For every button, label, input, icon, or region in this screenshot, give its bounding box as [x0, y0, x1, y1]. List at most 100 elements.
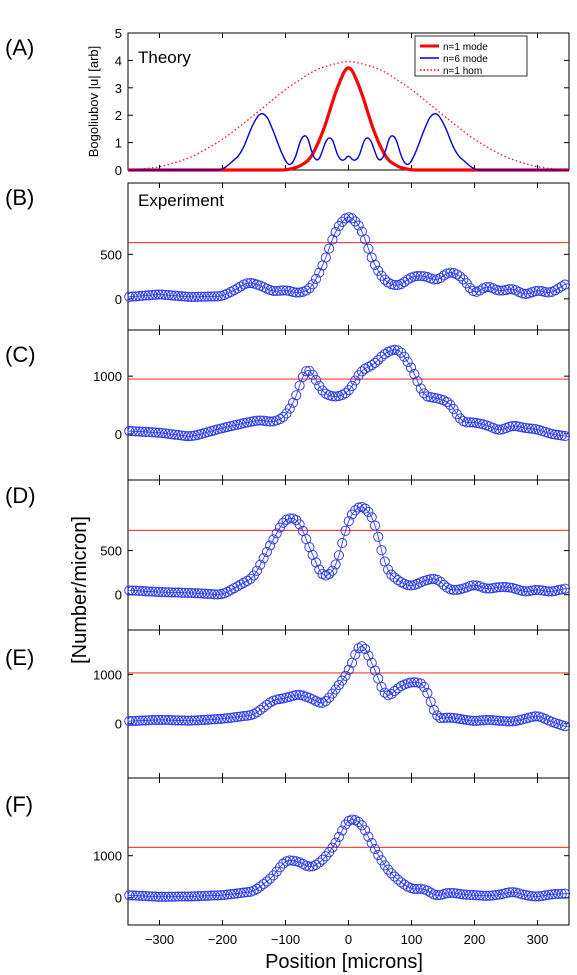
data-point [445, 712, 456, 723]
data-point [517, 288, 528, 299]
data-point [363, 243, 374, 254]
data-point [219, 889, 230, 900]
data-point [274, 414, 286, 425]
data-point [261, 546, 272, 557]
data-point [500, 888, 512, 899]
data-point [451, 713, 462, 724]
data-point [150, 714, 161, 726]
data-point [474, 715, 485, 726]
data-point [255, 415, 266, 426]
data-point [209, 291, 220, 302]
data-point [212, 714, 223, 725]
data-point [163, 290, 174, 301]
data-point [553, 430, 564, 441]
data-point [124, 291, 135, 302]
data-point [147, 586, 158, 597]
data-point [127, 715, 138, 727]
data-point [559, 431, 571, 442]
data-point [504, 284, 515, 295]
data-point [533, 584, 544, 596]
data-point [536, 890, 548, 901]
plot-frame [127, 777, 570, 926]
data-point [176, 891, 187, 902]
y-tick-label: 0 [115, 427, 122, 442]
data-point [179, 587, 191, 598]
data-point [265, 540, 276, 551]
data-point [546, 428, 557, 440]
data-point [458, 274, 469, 285]
data-point [530, 891, 541, 902]
data-point [258, 415, 269, 426]
data-point [343, 664, 354, 675]
data-point [474, 890, 485, 901]
data-point [193, 891, 204, 902]
data-point [143, 427, 154, 438]
data-point [402, 356, 413, 367]
data-point [340, 388, 351, 399]
data-point [540, 890, 551, 901]
data-point [183, 431, 194, 442]
data-point [392, 874, 403, 885]
data-point [166, 715, 177, 726]
data-point [556, 584, 567, 595]
data-point [209, 589, 220, 600]
data-point [363, 831, 374, 842]
data-point [330, 559, 341, 570]
data-point [353, 816, 364, 827]
data-point [520, 288, 531, 299]
data-point [386, 345, 397, 356]
data-point [520, 422, 531, 434]
data-point [497, 285, 508, 296]
data-point [376, 351, 387, 362]
data-point [258, 553, 269, 564]
data-point [327, 842, 338, 853]
data-point [448, 887, 459, 899]
data-point [196, 588, 207, 599]
data-point [494, 582, 505, 593]
data-point [386, 689, 397, 700]
panel-label: (E) [5, 645, 34, 670]
data-point [160, 891, 171, 902]
data-point [183, 891, 194, 902]
data-point [202, 588, 213, 599]
data-point [179, 430, 191, 442]
data-point [193, 291, 204, 302]
data-point [147, 427, 158, 438]
data-point [186, 291, 197, 302]
data-point [346, 213, 358, 224]
data-point [504, 887, 515, 898]
data-point [514, 421, 525, 432]
data-point [356, 641, 367, 652]
data-point [412, 376, 423, 387]
data-point [156, 427, 168, 439]
data-point [491, 582, 502, 593]
data-point [160, 714, 171, 726]
x-tick-label: 100 [401, 932, 423, 947]
data-point [448, 584, 459, 595]
data-point [330, 837, 341, 848]
data-point [478, 890, 489, 901]
data-point [186, 891, 197, 902]
data-point [130, 291, 141, 302]
data-point [170, 429, 181, 440]
data-point [225, 712, 236, 723]
data-point [438, 270, 449, 281]
data-point [435, 712, 446, 724]
data-point [291, 287, 302, 298]
data-point [127, 585, 138, 596]
data-point [304, 365, 315, 376]
y-tick-label: 0 [115, 588, 122, 603]
data-point [288, 690, 299, 701]
data-point [271, 528, 282, 539]
data-point [183, 715, 194, 726]
data-point [153, 586, 164, 598]
data-point [140, 586, 151, 597]
data-point [324, 568, 335, 580]
data-point [153, 714, 164, 725]
data-point [438, 712, 449, 724]
data-point [324, 243, 335, 254]
panel-annotation: Theory [138, 48, 191, 67]
data-point [546, 889, 557, 900]
data-point [137, 290, 148, 301]
